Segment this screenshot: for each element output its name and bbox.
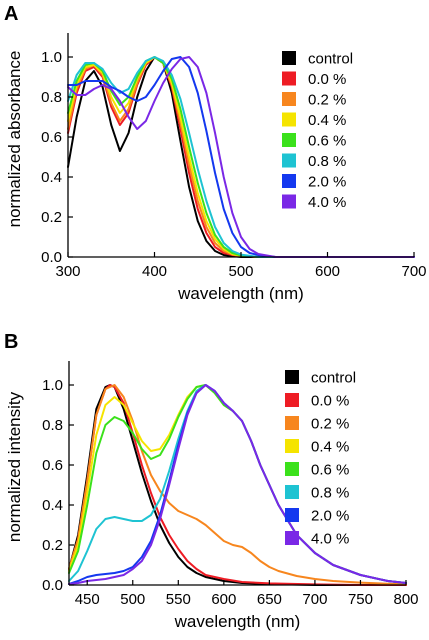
chart0-series-line-5	[67, 56, 415, 258]
chart1-legend-swatch-1	[285, 393, 299, 407]
chart1-legend-label-5: 0.8 %	[311, 485, 349, 502]
chart0-legend-label-4: 0.6 %	[308, 133, 346, 150]
chart0-legend-swatch-5	[282, 153, 296, 168]
chart1-x-tick-label-1: 500	[120, 591, 145, 608]
chart1-x-tick-label-2: 550	[166, 591, 191, 608]
chart0-series-line-0	[67, 56, 415, 258]
chart1-x-tick-label-3: 600	[211, 591, 236, 608]
chart1-legend-label-7: 4.0 %	[311, 531, 349, 548]
chart1-legend-swatch-3	[285, 439, 299, 453]
chart0-y-tick-label-4: 0.8	[41, 89, 62, 106]
chart1-x-tick-label-6: 750	[348, 591, 373, 608]
chart1-legend-label-6: 2.0 %	[311, 508, 349, 525]
chart1-series-line-2	[68, 384, 407, 586]
chart0-series-line-2	[67, 56, 415, 258]
chart0-series-line-4	[67, 56, 415, 258]
chart0-legend-label-1: 0.0 %	[308, 71, 346, 88]
chart0-y-tick-label-3: 0.6	[41, 129, 62, 146]
chart0-y-axis-label: normalized absorbance	[5, 51, 24, 228]
chart0-x-tick-label-3: 600	[315, 263, 340, 280]
chart0-x-tick-label-2: 500	[228, 263, 253, 280]
chart0-series-line-6	[67, 56, 415, 258]
chart1-x-tick-label-7: 800	[393, 591, 418, 608]
chart0-legend-label-7: 4.0 %	[308, 194, 346, 211]
chart0-x-tick-label-1: 400	[142, 263, 167, 280]
chart0-legend-label-2: 0.2 %	[308, 92, 346, 109]
panel-letter-b: B	[4, 331, 18, 353]
chart1-legend-label-2: 0.2 %	[311, 416, 349, 433]
chart0-series-line-7	[67, 56, 415, 258]
chart1-y-tick-label-2: 0.4	[42, 497, 63, 514]
chart0-y-tick-label-5: 1.0	[41, 49, 62, 66]
chart1-y-tick-label-0: 0.0	[42, 577, 63, 594]
chart1-y-tick-label-3: 0.6	[42, 457, 63, 474]
chart0-series-line-3	[67, 56, 415, 258]
chart1-legend-label-3: 0.4 %	[311, 439, 349, 456]
chart-panel-a: 300 400 500 600 700 0.0 0.2 0.4 0.6 0.8 1.0 wavelen…	[5, 33, 427, 303]
chart0-legend-label-3: 0.4 %	[308, 112, 346, 129]
chart-panel-b: 450 500 550 600 650 700 750 800 0.0 0.2 0.4 0.6 0.8 1…	[5, 361, 419, 631]
chart1-legend-label-1: 0.0 %	[311, 393, 349, 410]
chart1-y-tick-label-4: 0.8	[42, 417, 63, 434]
chart0-legend-label-5: 0.8 %	[308, 153, 346, 170]
chart0-legend-swatch-2	[282, 92, 296, 106]
chart1-x-axis-label: wavelength (nm)	[174, 612, 301, 631]
chart0-legend-swatch-0	[282, 51, 296, 65]
chart0-legend-swatch-7	[282, 194, 296, 209]
chart1-series-line-7	[68, 384, 407, 585]
chart1-x-tick-label-5: 700	[302, 591, 327, 608]
chart0-legend-label-6: 2.0 %	[308, 174, 346, 191]
chart0-legend-swatch-1	[282, 71, 296, 86]
chart0-legend-swatch-3	[282, 112, 296, 127]
chart1-y-tick-label-1: 0.2	[42, 537, 63, 554]
chart1-legend-label-0: control	[311, 370, 356, 387]
chart0-x-tick-label-0: 300	[55, 263, 80, 280]
chart0-y-tick-label-2: 0.4	[41, 169, 62, 186]
chart1-y-axis-label: normalized intensity	[5, 391, 24, 542]
panel-letter-a: A	[4, 3, 18, 25]
chart1-y-tick-label-5: 1.0	[42, 377, 63, 394]
chart1-x-tick-label-4: 650	[257, 591, 282, 608]
chart0-legend-swatch-6	[282, 174, 296, 188]
chart0-x-tick-label-4: 700	[401, 263, 426, 280]
chart1-legend-swatch-2	[285, 416, 299, 430]
chart0-series-line-1	[67, 56, 415, 258]
chart0-y-tick-label-1: 0.2	[41, 209, 62, 226]
chart1-legend-swatch-6	[285, 508, 299, 522]
chart1-legend-label-4: 0.6 %	[311, 462, 349, 479]
chart1-legend-swatch-4	[285, 462, 299, 476]
chart1-legend-swatch-7	[285, 531, 299, 545]
chart0-y-tick-label-0: 0.0	[41, 249, 62, 266]
chart1-x-tick-label-0: 450	[75, 591, 100, 608]
chart1-legend-swatch-0	[285, 370, 299, 384]
chart1-legend-swatch-5	[285, 485, 299, 499]
chart0-legend-label-0: control	[308, 51, 353, 68]
chart0-x-axis-label: wavelength (nm)	[177, 284, 304, 303]
chart0-legend-swatch-4	[282, 133, 296, 147]
